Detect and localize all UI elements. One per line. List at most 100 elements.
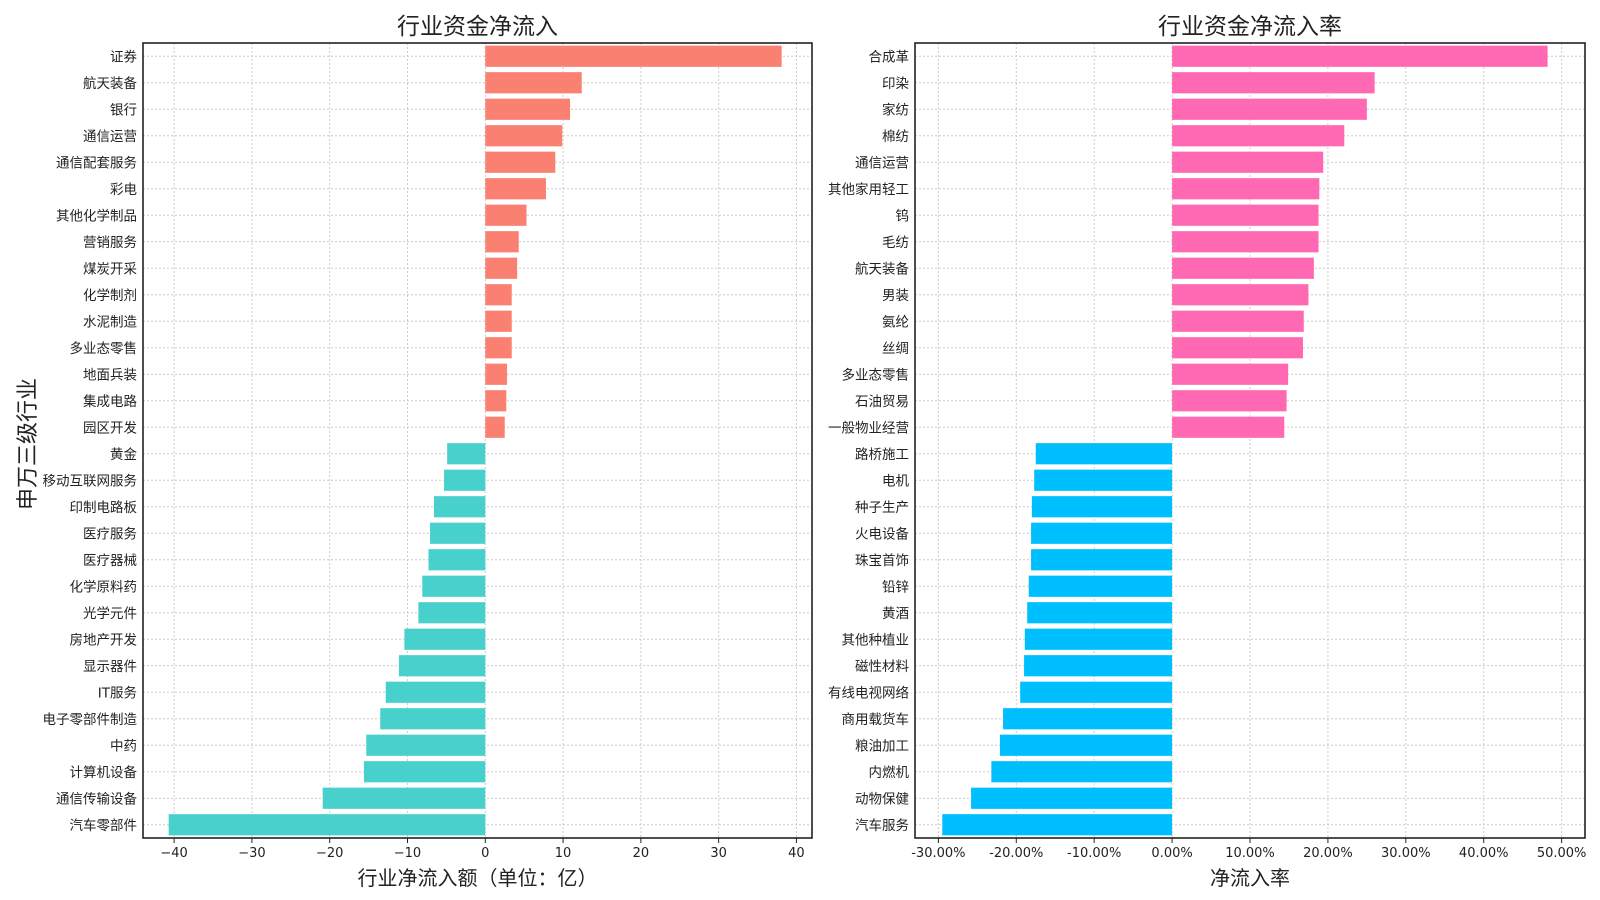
- y-tick-label: IT服务: [98, 685, 137, 701]
- y-tick-label: 铅锌: [882, 579, 909, 595]
- bar: [433, 496, 486, 518]
- x-tick-label: 20.00%: [1303, 846, 1353, 861]
- x-tick-label: 50.00%: [1537, 846, 1587, 861]
- bar: [485, 45, 782, 67]
- bar: [430, 522, 486, 544]
- bar: [1172, 98, 1367, 120]
- y-tick-label: 集成电路: [83, 394, 137, 410]
- bar: [1172, 72, 1375, 94]
- bar: [485, 125, 563, 147]
- y-tick-label: 航天装备: [83, 75, 137, 92]
- bar: [363, 761, 486, 783]
- y-tick-label: 银行: [110, 102, 137, 118]
- y-tick-label: 印染: [882, 76, 910, 92]
- bar: [1024, 655, 1173, 677]
- bar: [485, 204, 527, 226]
- chart-title: 行业资金净流入: [397, 14, 558, 40]
- bar: [322, 787, 486, 809]
- bar: [366, 734, 486, 756]
- bar: [418, 602, 486, 624]
- bar: [999, 734, 1173, 756]
- x-tick-label: 40: [788, 846, 805, 861]
- bar: [1172, 151, 1324, 173]
- bar: [404, 628, 486, 650]
- y-tick-label: 汽车服务: [855, 817, 909, 834]
- bar: [1172, 337, 1303, 359]
- bar: [971, 787, 1173, 809]
- bar: [168, 814, 486, 836]
- bar: [1172, 416, 1285, 438]
- bar: [991, 761, 1173, 783]
- bar: [1027, 602, 1173, 624]
- bar: [385, 681, 486, 703]
- bar: [1172, 363, 1289, 385]
- y-tick-label: 中药: [110, 738, 137, 754]
- x-tick-label: 30: [710, 846, 727, 861]
- bar: [444, 469, 486, 491]
- x-tick-label: −40: [160, 846, 187, 861]
- bar: [485, 284, 512, 306]
- y-tick-label: 其他家用轻工: [828, 181, 909, 198]
- y-tick-label: 印制电路板: [70, 500, 138, 516]
- y-tick-label: 显示器件: [83, 659, 137, 675]
- y-tick-label: 种子生产: [855, 500, 909, 516]
- x-tick-label: −10: [394, 846, 421, 861]
- y-tick-label: 磁性材料: [855, 659, 909, 675]
- bar: [422, 575, 486, 597]
- y-tick-label: 氨纶: [882, 314, 909, 330]
- x-tick-label: -20.00%: [989, 846, 1043, 861]
- y-tick-label: 移动互联网服务: [43, 473, 138, 489]
- y-tick-label: 计算机设备: [70, 764, 138, 781]
- y-tick-label: 光学元件: [83, 606, 137, 622]
- bar: [485, 337, 512, 359]
- bar: [1035, 443, 1173, 465]
- y-tick-label: 其他种植业: [842, 632, 910, 648]
- bar: [380, 708, 486, 730]
- y-tick-label: 黄金: [110, 447, 137, 463]
- bar: [485, 257, 518, 279]
- y-tick-label: 丝绸: [882, 341, 909, 357]
- y-tick-label: 煤炭开采: [83, 261, 137, 277]
- chart-panel-net-inflow-rate: 合成革印染家纺棉纺通信运营其他家用轻工钨毛纺航天装备男装氨纶丝绸多业态零售石油贸…: [828, 14, 1586, 890]
- bar: [1020, 681, 1173, 703]
- bar: [398, 655, 486, 677]
- y-tick-label: 一般物业经营: [828, 420, 909, 436]
- y-tick-label: 营销服务: [83, 235, 137, 251]
- bar: [1172, 390, 1287, 412]
- y-tick-label: 家纺: [882, 101, 909, 118]
- bar: [1031, 522, 1173, 544]
- y-tick-label: 石油贸易: [855, 394, 909, 410]
- y-tick-label: 电机: [882, 473, 910, 489]
- y-tick-label: 通信运营: [855, 155, 909, 171]
- y-tick-label: 航天装备: [855, 260, 909, 277]
- bar: [447, 443, 486, 465]
- bar: [1034, 469, 1173, 491]
- x-tick-label: 40.00%: [1459, 846, 1509, 861]
- y-tick-label: 电子零部件制造: [43, 712, 138, 728]
- y-tick-label: 化学原料药: [70, 579, 138, 595]
- y-tick-label: 园区开发: [83, 420, 137, 436]
- y-tick-label: 通信运营: [83, 129, 137, 145]
- y-tick-label: 多业态零售: [70, 340, 138, 357]
- x-tick-label: 20: [633, 846, 650, 861]
- x-tick-label: 10.00%: [1225, 846, 1275, 861]
- x-tick-label: -30.00%: [911, 846, 965, 861]
- y-tick-label: 彩电: [110, 182, 137, 198]
- bar: [485, 416, 505, 438]
- y-tick-label: 通信传输设备: [56, 790, 137, 807]
- y-tick-label: 地面兵装: [83, 367, 137, 383]
- bar: [485, 72, 582, 94]
- shared-y-axis-label: 申万三级行业: [16, 378, 41, 510]
- bar: [1172, 310, 1304, 332]
- y-tick-label: 动物保健: [855, 791, 909, 807]
- plot-frame: [142, 42, 813, 839]
- bar: [485, 178, 546, 200]
- x-tick-label: -10.00%: [1067, 846, 1121, 861]
- bar: [1031, 496, 1173, 518]
- y-tick-label: 汽车零部件: [70, 817, 138, 834]
- y-tick-label: 合成革: [869, 49, 910, 65]
- bar: [1172, 231, 1319, 253]
- y-tick-label: 商用载货车: [842, 711, 910, 728]
- bar: [1003, 708, 1173, 730]
